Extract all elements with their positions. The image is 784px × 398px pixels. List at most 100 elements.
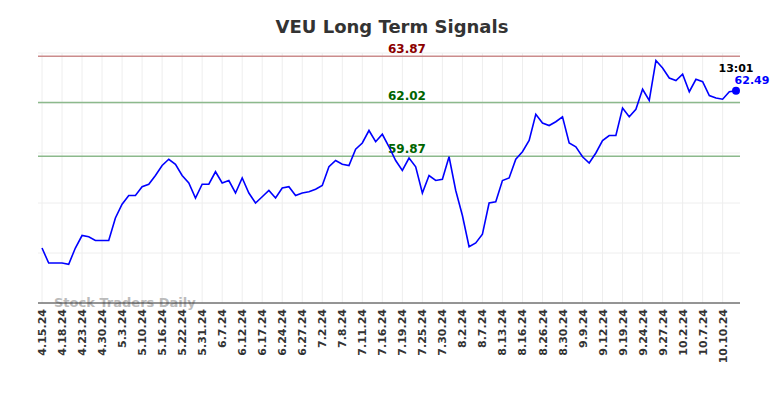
x-grid-line <box>522 53 523 303</box>
x-grid-line <box>102 53 103 303</box>
x-tick: 5.3.24 <box>116 303 129 348</box>
x-grid-line <box>82 53 83 303</box>
x-grid-line <box>202 53 203 303</box>
x-grid-line <box>542 53 543 303</box>
x-tick: 7.19.24 <box>396 303 409 356</box>
x-tick-label: 7.16.24 <box>376 309 389 356</box>
x-grid-line <box>502 53 503 303</box>
x-tick-label: 8.30.24 <box>557 309 570 356</box>
x-tick-label: 5.3.24 <box>116 309 129 348</box>
x-tick: 6.17.24 <box>256 303 269 356</box>
x-tick-label: 10.7.24 <box>697 309 710 356</box>
grid <box>38 53 740 303</box>
x-tick: 8.26.24 <box>537 303 550 356</box>
x-tick-label: 6.24.24 <box>276 309 289 356</box>
x-grid-line <box>562 53 563 303</box>
x-tick-label: 7.25.24 <box>416 309 429 356</box>
x-tick-label: 9.12.24 <box>597 309 610 356</box>
x-tick-label: 5.10.24 <box>136 309 149 356</box>
x-tick: 5.22.24 <box>176 303 189 356</box>
x-tick: 5.16.24 <box>156 303 169 356</box>
x-grid-line <box>462 53 463 303</box>
x-tick-label: 10.10.24 <box>717 309 730 364</box>
y-axis <box>38 54 40 304</box>
x-tick: 4.30.24 <box>96 303 109 356</box>
x-axis-line <box>38 303 740 304</box>
x-tick: 9.9.24 <box>577 303 590 348</box>
x-tick-label: 9.9.24 <box>577 309 590 348</box>
x-grid-line <box>722 53 723 303</box>
x-tick: 7.25.24 <box>416 303 429 356</box>
reference-label: 62.02 <box>388 89 426 103</box>
x-grid-line <box>162 53 163 303</box>
x-tick-label: 5.16.24 <box>156 309 169 356</box>
x-tick: 8.16.24 <box>516 303 529 356</box>
x-tick: 6.12.24 <box>236 303 249 356</box>
x-tick-label: 7.2.24 <box>316 309 329 348</box>
x-tick-label: 8.2.24 <box>456 309 469 348</box>
x-grid-line <box>602 53 603 303</box>
x-grid-line <box>382 53 383 303</box>
x-grid-line <box>262 53 263 303</box>
last-value-label: 62.49 <box>735 74 770 87</box>
x-tick: 7.2.24 <box>316 303 329 348</box>
x-tick-label: 8.16.24 <box>516 309 529 356</box>
x-tick-label: 8.26.24 <box>537 309 550 356</box>
x-tick: 9.12.24 <box>597 303 610 356</box>
x-tick: 6.7.24 <box>216 303 229 348</box>
x-tick-label: 5.22.24 <box>176 309 189 356</box>
x-grid-line <box>182 53 183 303</box>
x-tick: 9.24.24 <box>637 303 650 356</box>
x-tick: 6.24.24 <box>276 303 289 356</box>
reference-lines: 63.8762.0259.87 <box>38 42 740 156</box>
x-tick-label: 4.15.24 <box>36 309 49 356</box>
last-point <box>732 87 740 95</box>
price-line <box>42 61 736 265</box>
x-tick: 9.19.24 <box>617 303 630 356</box>
x-tick: 4.23.24 <box>76 303 89 356</box>
reference-label: 59.87 <box>388 142 426 156</box>
x-tick-label: 7.11.24 <box>356 309 369 356</box>
x-grid-line <box>302 53 303 303</box>
x-tick: 7.8.24 <box>336 303 349 348</box>
plot-area <box>42 61 740 265</box>
x-tick: 6.27.24 <box>296 303 309 356</box>
x-tick: 7.16.24 <box>376 303 389 356</box>
x-grid-line <box>342 53 343 303</box>
x-grid-line <box>482 53 483 303</box>
x-tick-label: 7.8.24 <box>336 309 349 348</box>
x-grid-line <box>42 53 43 303</box>
x-tick: 8.30.24 <box>557 303 570 356</box>
x-tick-label: 4.18.24 <box>56 309 69 356</box>
chart: VEU Long Term Signals63.8762.0259.87Stoc… <box>0 0 784 398</box>
y-axis-line <box>38 54 39 304</box>
x-tick-label: 9.27.24 <box>657 309 670 356</box>
x-tick-label: 5.31.24 <box>196 309 209 356</box>
x-grid-line <box>282 53 283 303</box>
x-grid-line <box>362 53 363 303</box>
x-grid-line <box>142 53 143 303</box>
x-tick: 10.2.24 <box>677 303 690 356</box>
title: VEU Long Term Signals <box>276 16 509 37</box>
x-grid-line <box>662 53 663 303</box>
x-tick-label: 6.17.24 <box>256 309 269 356</box>
x-tick: 10.7.24 <box>697 303 710 356</box>
x-tick-label: 7.30.24 <box>436 309 449 356</box>
x-tick-label: 4.30.24 <box>96 309 109 356</box>
x-tick: 8.13.24 <box>496 303 509 356</box>
x-tick-label: 8.7.24 <box>476 309 489 348</box>
x-axis: 4.15.24 4.18.24 4.23.24 4.30.24 5.3.24 5.10.2… <box>36 303 740 363</box>
x-tick: 7.30.24 <box>436 303 449 356</box>
x-tick: 10.10.24 <box>717 303 730 363</box>
x-tick-label: 6.12.24 <box>236 309 249 356</box>
y-grid-line <box>38 303 740 304</box>
x-tick: 7.11.24 <box>356 303 369 356</box>
x-tick: 9.27.24 <box>657 303 670 356</box>
x-tick-label: 9.19.24 <box>617 309 630 356</box>
y-grid-line <box>38 203 740 204</box>
x-tick-label: 4.23.24 <box>76 309 89 356</box>
x-grid-line <box>702 53 703 303</box>
x-tick: 5.10.24 <box>136 303 149 356</box>
x-grid-line <box>222 53 223 303</box>
x-tick-label: 8.13.24 <box>496 309 509 356</box>
